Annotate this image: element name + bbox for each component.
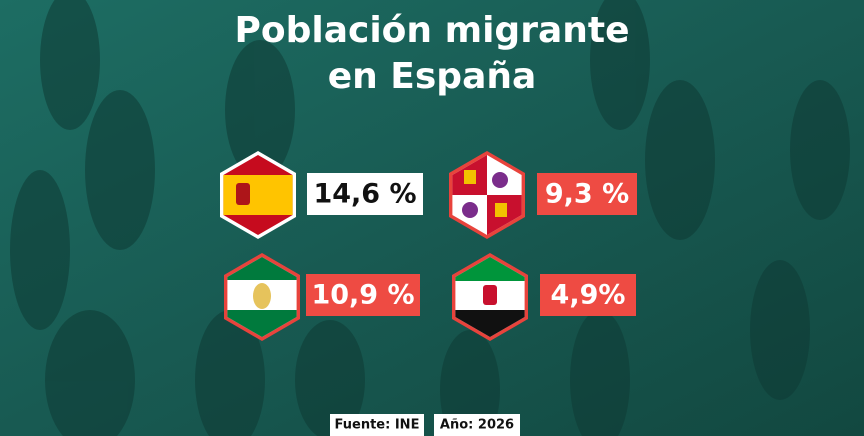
title-line: en España <box>328 56 537 97</box>
value-label: 4,9% <box>551 280 626 311</box>
label-box <box>306 274 420 316</box>
value-label: 14,6 % <box>313 179 416 210</box>
flag-andalucia <box>224 253 300 341</box>
flag-extremadura <box>452 253 528 341</box>
value-label: 10,9 % <box>311 280 414 311</box>
footer-year: Año: 2026 <box>440 418 514 433</box>
value-label: 9,3 % <box>545 179 629 210</box>
title-line: Población migrante <box>234 10 629 51</box>
label-box <box>540 274 636 316</box>
flag-castilla-leon <box>449 151 525 239</box>
footer-box <box>434 414 520 436</box>
footer-box <box>330 414 424 436</box>
label-box <box>307 173 423 215</box>
label-box <box>537 173 637 215</box>
background-crowd <box>10 0 850 436</box>
flag-spain <box>220 151 296 239</box>
footer-source: Fuente: INE <box>335 418 420 433</box>
